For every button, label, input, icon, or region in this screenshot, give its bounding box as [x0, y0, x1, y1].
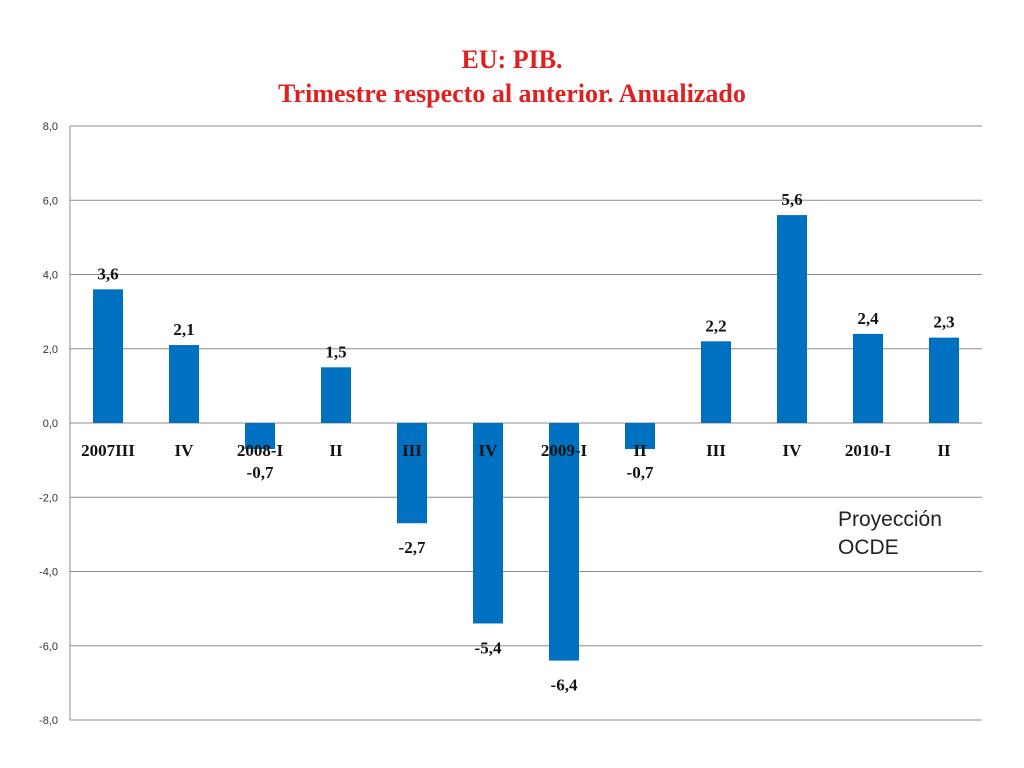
- category-label: IV: [175, 441, 195, 460]
- bar: [321, 367, 351, 423]
- category-label: 2007III: [81, 441, 135, 460]
- chart-title: EU: PIB.: [461, 45, 563, 74]
- data-label: -0,7: [247, 463, 274, 482]
- bar: [245, 423, 275, 449]
- category-label: IV: [783, 441, 803, 460]
- gridlines: [69, 125, 982, 721]
- data-label: 5,6: [781, 190, 802, 209]
- y-tick-label: 8,0: [43, 121, 58, 133]
- category-label: II: [937, 441, 951, 460]
- chart-subtitle: Trimestre respecto al anterior. Anualiza…: [278, 79, 746, 108]
- data-label: 3,6: [97, 264, 118, 283]
- data-label: 2,2: [705, 316, 726, 335]
- data-label: -6,4: [551, 676, 578, 695]
- category-labels: 2007III IV 2008-I II III IV 2009-I II III IV 2010-…: [81, 441, 951, 460]
- annotation-line-2: OCDE: [838, 536, 899, 559]
- data-label: -0,7: [627, 463, 654, 482]
- data-label: 1,5: [325, 342, 346, 361]
- y-tick-label: -8,0: [39, 715, 58, 727]
- annotation-line-1: Proyección: [838, 508, 942, 531]
- data-label: -5,4: [475, 638, 502, 657]
- bar: [701, 341, 731, 423]
- category-label: II: [633, 441, 647, 460]
- data-label: 2,4: [857, 309, 879, 328]
- category-label: III: [402, 441, 422, 460]
- data-label: 2,3: [933, 313, 954, 332]
- category-label: II: [329, 441, 343, 460]
- y-axis-ticks: 8,0 6,0 4,0 2,0 0,0 -2,0 -4,0 -6,0 -8,0: [39, 121, 58, 727]
- category-label: IV: [479, 441, 499, 460]
- data-label: 2,1: [173, 320, 194, 339]
- y-tick-label: 4,0: [43, 270, 58, 282]
- bar: [625, 423, 655, 449]
- bar: [929, 337, 959, 423]
- projection-annotation: Proyección OCDE: [838, 506, 942, 562]
- y-tick-label: 2,0: [43, 344, 58, 356]
- category-label: 2009-I: [541, 441, 588, 460]
- y-tick-label: -4,0: [39, 567, 58, 579]
- category-label: 2010-I: [845, 441, 892, 460]
- y-tick-label: 0,0: [43, 418, 58, 430]
- bars: [93, 215, 959, 661]
- bar: [473, 423, 503, 624]
- y-tick-label: -2,0: [39, 492, 58, 504]
- data-label: -2,7: [399, 538, 426, 557]
- category-label: 2008-I: [237, 441, 284, 460]
- bar: [93, 289, 123, 423]
- y-tick-label: 6,0: [43, 195, 58, 207]
- y-tick-label: -6,0: [39, 641, 58, 653]
- category-label: III: [706, 441, 726, 460]
- bar: [397, 423, 427, 524]
- data-labels: 3,6 2,1 -0,7 1,5 -2,7 -5,4 -6,4 -0,7 2,2 5,6 2,4 2,…: [97, 190, 954, 694]
- bar: [777, 215, 807, 423]
- bar: [549, 423, 579, 661]
- bar: [169, 345, 199, 423]
- bar: [853, 333, 883, 423]
